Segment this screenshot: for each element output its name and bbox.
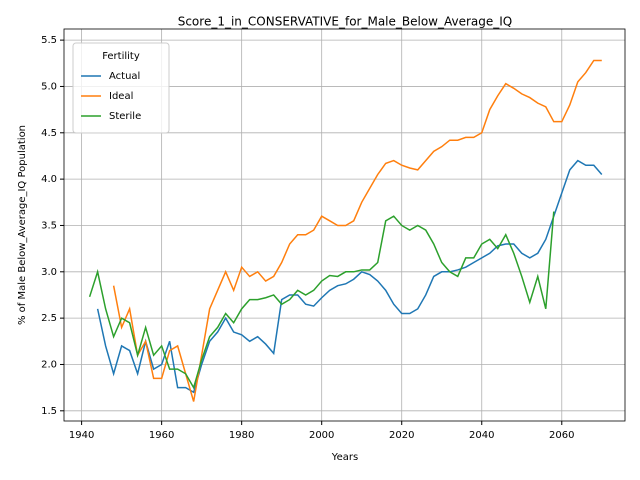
y-tick-label: 2.5: [41, 313, 57, 324]
y-tick-label: 4.5: [41, 128, 57, 139]
legend-box: [72, 42, 170, 134]
plot-frame: [63, 28, 626, 422]
line: [96, 159, 603, 394]
x-tick-label: 1940: [69, 430, 94, 441]
x-axis-label: Years: [331, 452, 358, 463]
x-tick-label: 2020: [389, 430, 414, 441]
y-tick-label: 5.0: [41, 81, 57, 92]
y-tick-label: 5.5: [41, 35, 57, 46]
y-tick-label: 3.0: [41, 267, 57, 278]
legend-label: Ideal: [109, 91, 133, 102]
x-tick-label: 1960: [149, 430, 174, 441]
legend-label: Actual: [109, 71, 140, 82]
y-tick-label: 4.0: [41, 174, 57, 185]
legend-label: Sterile: [109, 111, 141, 122]
line: [112, 59, 602, 402]
y-axis-label: % of Male Below_Average_IQ Population: [17, 125, 28, 325]
x-tick-label: 2000: [309, 430, 334, 441]
line: [88, 211, 555, 390]
x-tick-label: 2040: [469, 430, 494, 441]
y-tick-label: 3.5: [41, 220, 57, 231]
x-tick-label: 1980: [229, 430, 254, 441]
chart-title: Score_1_in_CONSERVATIVE_for_Male_Below_A…: [178, 15, 513, 29]
y-tick-label: 1.5: [41, 406, 57, 417]
legend-title: Fertility: [102, 51, 140, 62]
y-tick-label: 2.0: [41, 359, 57, 370]
x-tick-label: 2060: [549, 430, 574, 441]
legend: Fertility Actual Ideal Sterile: [72, 42, 170, 134]
